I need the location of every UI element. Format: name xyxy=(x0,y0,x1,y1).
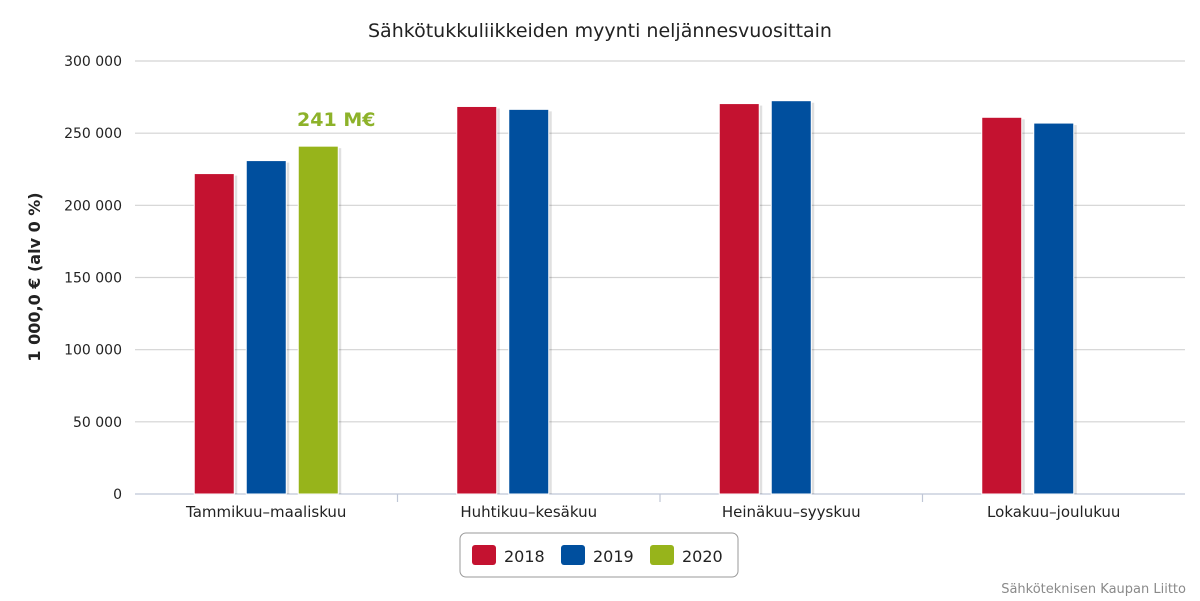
credit-text: Sähköteknisen Kaupan Liitto xyxy=(1001,582,1186,597)
legend[interactable]: 2018 2019 2020 xyxy=(459,532,739,578)
bar-2018-3[interactable] xyxy=(981,116,1023,495)
bar-2020-0[interactable] xyxy=(297,145,339,495)
gridlines xyxy=(135,60,1185,495)
legend-label: 2018 xyxy=(504,547,545,566)
chart-title: Sähkötukkuliikkeiden myynti neljännesvuo… xyxy=(368,20,832,42)
y-tick-label: 150 000 xyxy=(64,271,122,287)
legend-item-2019[interactable]: 2019 xyxy=(561,545,634,566)
y-tick-label: 250 000 xyxy=(64,126,122,142)
legend-box xyxy=(459,532,739,578)
legend-swatch xyxy=(561,545,585,565)
legend-label: 2020 xyxy=(682,547,723,566)
y-tick-label: 300 000 xyxy=(64,54,122,70)
bar-2019-3[interactable] xyxy=(1033,122,1075,495)
legend-label: 2019 xyxy=(593,547,634,566)
bar-2019-2[interactable] xyxy=(770,100,812,495)
y-axis-label: 1 000,0 € (alv 0 %) xyxy=(25,192,44,361)
y-tick-label: 200 000 xyxy=(64,198,122,214)
bars xyxy=(193,100,1077,495)
legend-swatch xyxy=(650,545,674,565)
y-tick-label: 50 000 xyxy=(73,415,122,431)
legend-swatch xyxy=(472,545,496,565)
legend-item-2020[interactable]: 2020 xyxy=(650,545,723,566)
x-tick-label: Lokakuu–joulukuu xyxy=(987,503,1120,521)
bar-2018-2[interactable] xyxy=(718,103,760,495)
x-tick-label: Tammikuu–maaliskuu xyxy=(185,503,346,521)
y-tick-label: 0 xyxy=(113,487,122,503)
bar-2018-0[interactable] xyxy=(193,173,235,495)
bar-2018-1[interactable] xyxy=(456,105,498,495)
x-tick-label: Heinäkuu–syyskuu xyxy=(722,503,861,521)
data-labels: 241 M€ xyxy=(297,109,375,131)
legend-item-2018[interactable]: 2018 xyxy=(472,545,545,566)
x-axis: Tammikuu–maaliskuu Huhtikuu–kesäkuu Heinäk… xyxy=(185,494,1120,521)
y-axis: 0 50 000 100 000 150 000 200 000 250 000 300 0… xyxy=(64,54,122,503)
bar-2019-1[interactable] xyxy=(508,108,550,495)
y-tick-label: 100 000 xyxy=(64,343,122,359)
data-label: 241 M€ xyxy=(297,109,375,131)
bar-2019-0[interactable] xyxy=(245,160,287,495)
x-tick-label: Huhtikuu–kesäkuu xyxy=(460,503,597,521)
